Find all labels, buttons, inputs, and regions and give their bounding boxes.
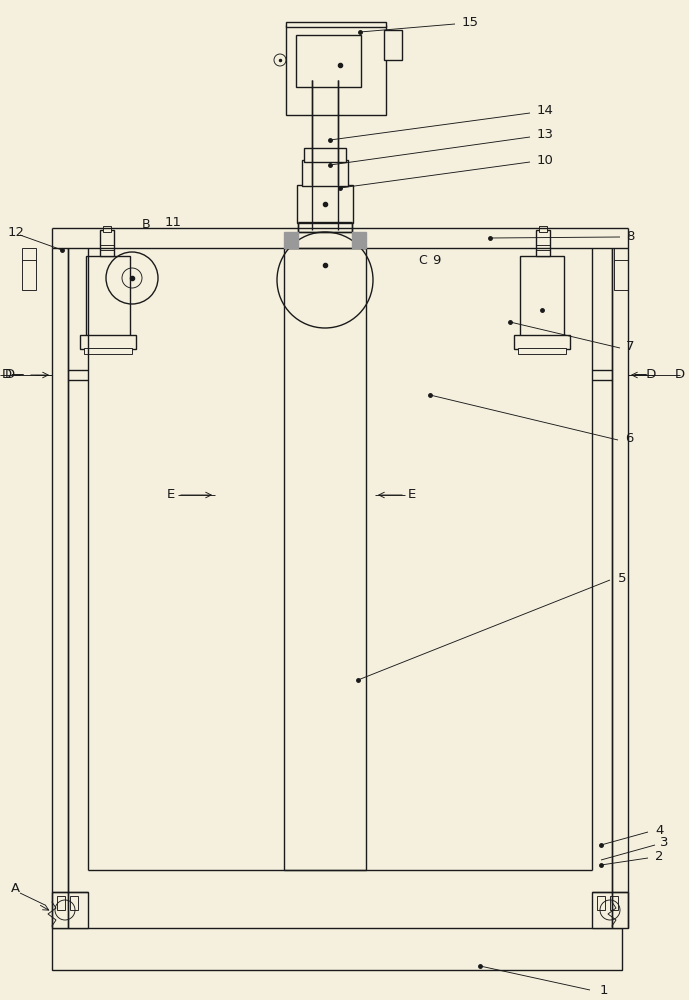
Text: D—: D— <box>2 368 25 381</box>
Bar <box>514 335 570 349</box>
Text: 14: 14 <box>537 104 554 117</box>
Bar <box>57 896 65 910</box>
Bar <box>103 226 111 232</box>
Bar <box>384 30 402 60</box>
Bar <box>614 260 628 290</box>
Bar <box>296 35 361 87</box>
Text: B: B <box>142 219 151 232</box>
Polygon shape <box>284 232 298 248</box>
Bar <box>22 248 36 262</box>
Text: 3: 3 <box>660 836 668 850</box>
Text: E: E <box>408 488 416 502</box>
Bar <box>518 348 566 354</box>
Bar <box>539 226 547 232</box>
Polygon shape <box>352 232 366 248</box>
Text: 5: 5 <box>618 572 626 584</box>
Text: C: C <box>418 253 426 266</box>
Bar <box>52 892 88 928</box>
Bar <box>80 335 136 349</box>
Bar <box>597 896 605 910</box>
Text: D: D <box>5 367 15 380</box>
Text: 15: 15 <box>462 15 479 28</box>
Text: 7: 7 <box>626 340 635 354</box>
Bar <box>297 185 353 223</box>
Text: 12: 12 <box>8 227 25 239</box>
Bar <box>302 160 348 186</box>
Bar <box>592 892 628 928</box>
Bar <box>304 148 346 162</box>
Bar <box>52 928 622 970</box>
Bar <box>84 348 132 354</box>
Text: 9: 9 <box>432 253 440 266</box>
Text: 13: 13 <box>537 128 554 141</box>
Text: —D: —D <box>633 368 657 381</box>
Bar <box>298 222 352 232</box>
Text: 1: 1 <box>600 984 608 996</box>
Text: D: D <box>675 367 685 380</box>
Text: 2: 2 <box>655 850 664 863</box>
Bar <box>286 22 386 27</box>
Bar <box>70 896 78 910</box>
Bar <box>22 260 36 290</box>
Bar <box>520 256 564 338</box>
Bar <box>86 256 130 338</box>
Bar <box>610 896 618 910</box>
Bar <box>536 230 550 256</box>
Bar <box>614 248 628 262</box>
Text: 4: 4 <box>655 824 664 836</box>
Bar <box>100 230 114 256</box>
Text: 10: 10 <box>537 153 554 166</box>
Text: 11: 11 <box>165 216 182 229</box>
Text: 6: 6 <box>625 432 633 444</box>
Bar <box>286 25 386 115</box>
Bar <box>284 248 366 870</box>
Text: A: A <box>10 882 19 894</box>
Text: E: E <box>167 488 175 502</box>
Text: 8: 8 <box>626 230 635 242</box>
